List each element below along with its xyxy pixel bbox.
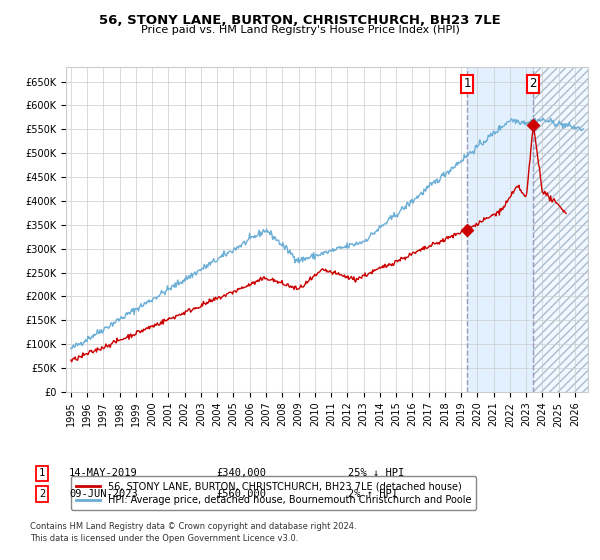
Text: 25% ↓ HPI: 25% ↓ HPI bbox=[348, 468, 404, 478]
Text: Price paid vs. HM Land Registry's House Price Index (HPI): Price paid vs. HM Land Registry's House … bbox=[140, 25, 460, 35]
Text: 14-MAY-2019: 14-MAY-2019 bbox=[69, 468, 138, 478]
Text: 2% ↑ HPI: 2% ↑ HPI bbox=[348, 489, 398, 499]
Text: 1: 1 bbox=[463, 77, 471, 90]
Text: Contains HM Land Registry data © Crown copyright and database right 2024.: Contains HM Land Registry data © Crown c… bbox=[30, 522, 356, 531]
Text: 2: 2 bbox=[39, 489, 45, 499]
Text: £340,000: £340,000 bbox=[216, 468, 266, 478]
Text: This data is licensed under the Open Government Licence v3.0.: This data is licensed under the Open Gov… bbox=[30, 534, 298, 543]
Legend: 56, STONY LANE, BURTON, CHRISTCHURCH, BH23 7LE (detached house), HPI: Average pr: 56, STONY LANE, BURTON, CHRISTCHURCH, BH… bbox=[71, 477, 476, 510]
Text: 56, STONY LANE, BURTON, CHRISTCHURCH, BH23 7LE: 56, STONY LANE, BURTON, CHRISTCHURCH, BH… bbox=[99, 14, 501, 27]
Text: 2: 2 bbox=[530, 77, 537, 90]
Text: £560,000: £560,000 bbox=[216, 489, 266, 499]
Text: 1: 1 bbox=[39, 468, 45, 478]
Text: 09-JUN-2023: 09-JUN-2023 bbox=[69, 489, 138, 499]
Bar bbox=[467, 67, 533, 392]
